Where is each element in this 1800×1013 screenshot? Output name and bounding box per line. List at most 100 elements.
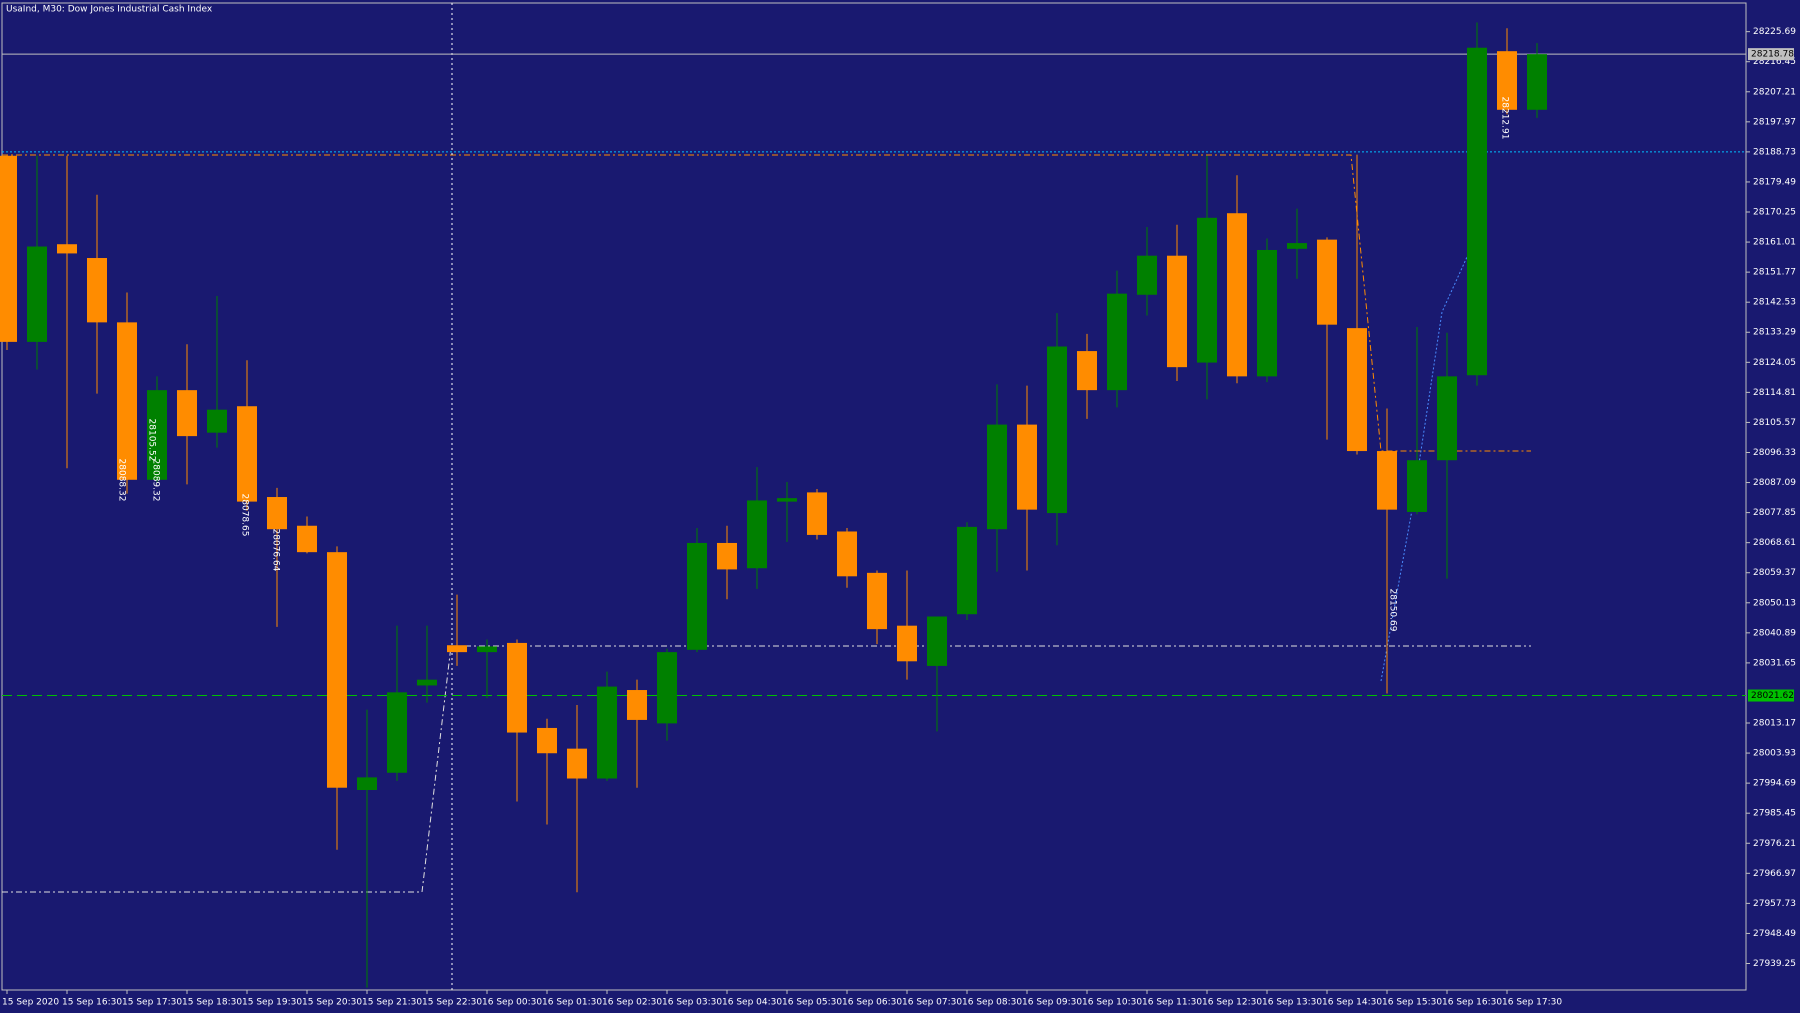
y-tick-label: 28161.01 <box>1753 238 1796 248</box>
x-tick-label: 16 Sep 07:30 <box>902 998 962 1008</box>
y-tick-label: 28207.21 <box>1753 87 1796 97</box>
y-tick-label: 28013.17 <box>1753 719 1796 729</box>
x-tick-label: 16 Sep 01:30 <box>542 998 602 1008</box>
chart-title: UsaInd, M30: Dow Jones Industrial Cash I… <box>6 5 213 15</box>
annotation: 28105.52 <box>147 419 157 462</box>
x-tick-label: 16 Sep 06:30 <box>842 998 902 1008</box>
x-tick-label: 16 Sep 14:30 <box>1322 998 1382 1008</box>
candle-body <box>777 498 797 502</box>
y-tick-label: 28040.89 <box>1753 628 1796 638</box>
candle-body <box>657 652 677 724</box>
x-tick-label: 15 Sep 18:30 <box>182 998 242 1008</box>
candle-body <box>1407 460 1427 512</box>
y-tick-label: 28216.45 <box>1753 57 1796 67</box>
y-tick-label: 28096.33 <box>1753 448 1796 458</box>
candle-body <box>747 500 767 569</box>
candle-body <box>1167 255 1187 368</box>
candle-body <box>1107 293 1127 391</box>
y-tick-label: 28225.69 <box>1753 27 1796 37</box>
candle-body <box>267 497 287 530</box>
candle-body <box>837 531 857 577</box>
price-label: 28021.62 <box>1751 691 1794 701</box>
candle-body <box>1437 376 1457 461</box>
x-tick-label: 16 Sep 02:30 <box>602 998 662 1008</box>
order-line <box>2 154 1531 452</box>
y-tick-label: 28151.77 <box>1753 268 1796 278</box>
candle-body <box>1467 47 1487 376</box>
y-tick-label: 28114.81 <box>1753 388 1796 398</box>
candle-body <box>387 692 407 773</box>
y-tick-label: 27994.69 <box>1753 779 1796 789</box>
annotation: 28076.64 <box>271 529 281 572</box>
y-tick-label: 28031.65 <box>1753 658 1796 668</box>
candle-body <box>117 322 137 480</box>
trade-line <box>1380 245 1473 682</box>
candle-body <box>717 542 737 570</box>
y-tick-label: 27957.73 <box>1753 899 1796 909</box>
price-label: 28218.78 <box>1751 50 1794 60</box>
x-tick-label: 16 Sep 03:30 <box>662 998 722 1008</box>
y-tick-label: 27985.45 <box>1753 809 1796 819</box>
x-tick-label: 15 Sep 21:30 <box>362 998 422 1008</box>
y-tick-label: 27948.49 <box>1753 929 1796 939</box>
plot-frame <box>1 2 1747 991</box>
candle-body <box>987 424 1007 530</box>
candle-body <box>567 748 587 779</box>
x-tick-label: 15 Sep 20:30 <box>302 998 362 1008</box>
y-tick-label: 28124.05 <box>1753 358 1796 368</box>
candle-body <box>897 625 917 662</box>
annotation: 28078.65 <box>240 494 250 537</box>
x-tick-label: 16 Sep 00:30 <box>482 998 542 1008</box>
candle-body <box>537 727 557 754</box>
x-tick-label: 16 Sep 09:30 <box>1022 998 1082 1008</box>
x-tick-label: 16 Sep 10:30 <box>1082 998 1142 1008</box>
candle-body <box>867 572 887 630</box>
x-tick-label: 16 Sep 12:30 <box>1202 998 1262 1008</box>
x-tick-label: 16 Sep 11:30 <box>1142 998 1202 1008</box>
candle-body <box>807 492 827 535</box>
candle-body <box>0 155 17 342</box>
candle-body <box>1047 346 1067 514</box>
candle-body <box>1227 213 1247 377</box>
y-tick-label: 27966.97 <box>1753 869 1796 879</box>
y-tick-label: 28087.09 <box>1753 478 1796 488</box>
candle-body <box>237 406 257 502</box>
candle-body <box>1317 239 1337 325</box>
candle-body <box>927 616 947 666</box>
x-tick-label: 16 Sep 08:30 <box>962 998 1022 1008</box>
annotation: 28088.32 <box>117 459 127 502</box>
x-tick-label: 15 Sep 17:30 <box>122 998 182 1008</box>
candle-body <box>687 542 707 650</box>
x-tick-label: 15 Sep 2020 <box>2 998 59 1008</box>
y-tick-label: 28068.61 <box>1753 538 1796 548</box>
x-tick-label: 16 Sep 17:30 <box>1502 998 1562 1008</box>
x-tick-label: 16 Sep 13:30 <box>1262 998 1322 1008</box>
candle-body <box>957 526 977 615</box>
candle-body <box>1527 54 1547 110</box>
y-tick-label: 28179.49 <box>1753 177 1796 187</box>
y-tick-label: 28142.53 <box>1753 298 1796 308</box>
x-tick-label: 16 Sep 15:30 <box>1382 998 1442 1008</box>
y-tick-label: 27939.25 <box>1753 959 1796 969</box>
y-tick-label: 28059.37 <box>1753 568 1796 578</box>
candle-body <box>327 552 347 788</box>
y-tick-label: 28133.29 <box>1753 328 1796 338</box>
candle-body <box>1347 328 1367 452</box>
annotation: 28089.32 <box>151 459 161 502</box>
candle-body <box>507 642 527 733</box>
candle-body <box>447 645 467 653</box>
x-tick-label: 15 Sep 22:30 <box>422 998 482 1008</box>
x-tick-label: 15 Sep 16:30 <box>62 998 122 1008</box>
candle-body <box>1137 255 1157 295</box>
candle-body <box>357 777 377 790</box>
x-tick-label: 16 Sep 04:30 <box>722 998 782 1008</box>
candle-body <box>1287 243 1307 249</box>
candle-body <box>1497 51 1517 110</box>
price-label-box <box>1748 48 1794 61</box>
y-tick-label: 28077.85 <box>1753 508 1796 518</box>
y-tick-label: 28170.25 <box>1753 208 1796 218</box>
candle-body <box>297 525 317 553</box>
